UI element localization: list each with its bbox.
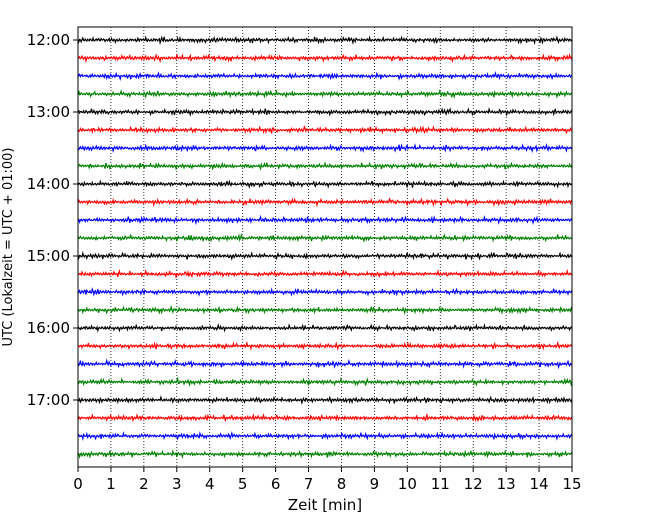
trace-1345: [77, 161, 573, 171]
x-tick-label: 0: [73, 475, 83, 493]
y-tick-label: 15:00: [27, 247, 70, 265]
y-tick-label: 17:00: [27, 391, 70, 409]
x-tick-label: 14: [530, 475, 549, 493]
trace-1400: [77, 179, 573, 189]
trace-1445: [77, 233, 573, 243]
x-tick-label: 13: [497, 475, 516, 493]
trace-1545: [77, 304, 573, 316]
trace-1530: [77, 287, 573, 297]
x-tick-label: 6: [271, 475, 281, 493]
trace-1745: [77, 449, 573, 460]
x-tick-label: 5: [238, 475, 248, 493]
trace-1700: [77, 395, 573, 406]
trace-1630: [77, 358, 573, 370]
trace-1245: [77, 88, 573, 99]
x-tick-label: 8: [337, 475, 347, 493]
x-tick-label: 2: [139, 475, 149, 493]
x-axis: 0 1 2 3 4 5 6 7 8 9 10 11 12 13 14 15: [73, 467, 582, 493]
trace-1415: [77, 197, 573, 208]
trace-1300: [77, 106, 573, 117]
x-tick-label: 12: [464, 475, 483, 493]
x-tick-label: 9: [370, 475, 380, 493]
x-tick-label: 11: [431, 475, 450, 493]
trace-1715: [77, 412, 573, 423]
trace-1515: [77, 268, 573, 279]
trace-1200: [77, 35, 573, 46]
x-tick-label: 1: [106, 475, 116, 493]
trace-1645: [77, 376, 573, 387]
trace-1600: [77, 322, 573, 333]
x-tick-label: 3: [172, 475, 182, 493]
x-tick-label: 10: [398, 475, 417, 493]
trace-1330: [77, 142, 573, 154]
y-axis-label: UTC (Lokalzeit = UTC + 01:00): [1, 148, 16, 347]
y-tick-label: 13:00: [27, 103, 70, 121]
x-tick-label: 15: [562, 475, 581, 493]
trace-1430: [77, 214, 573, 226]
trace-1215: [77, 53, 573, 64]
y-tick-label: 12:00: [27, 31, 70, 49]
trace-1500: [77, 250, 573, 261]
trace-1730: [77, 430, 573, 441]
y-axis: 12:00 13:00 14:00 15:00 16:00 17:00: [27, 31, 78, 409]
x-tick-label: 7: [304, 475, 314, 493]
trace-1615: [77, 340, 573, 351]
trace-1230: [77, 71, 573, 82]
vertical-gridlines: [110, 27, 540, 467]
y-tick-label: 14:00: [27, 175, 70, 193]
trace-1315: [77, 125, 573, 135]
x-tick-label: 4: [205, 475, 215, 493]
trace-group: [77, 35, 573, 460]
y-tick-label: 16:00: [27, 319, 70, 337]
plot-frame: [77, 26, 573, 468]
x-axis-label: Zeit [min]: [288, 496, 362, 514]
